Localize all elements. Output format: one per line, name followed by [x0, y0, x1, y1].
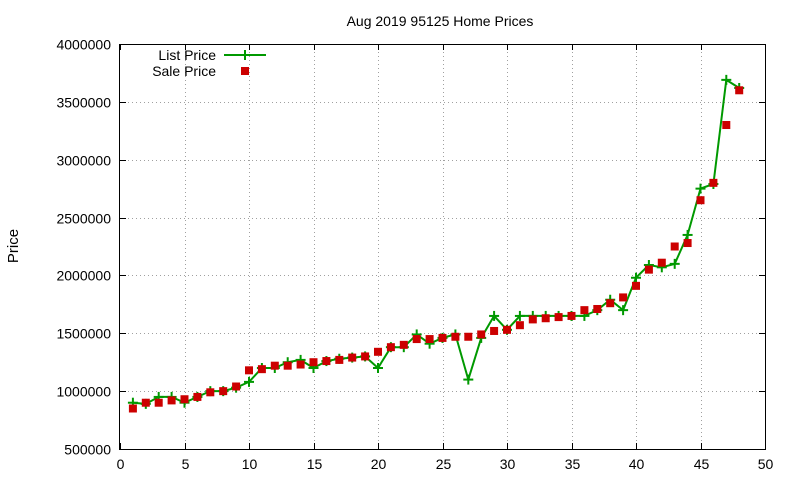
data-point-list-price — [489, 310, 500, 321]
data-point-sale-price — [503, 325, 511, 334]
data-point-list-price — [631, 272, 641, 283]
series-line-list-price — [132, 78, 740, 405]
data-point-sale-price — [141, 398, 150, 407]
data-point-sale-price — [490, 326, 499, 335]
data-point-list-price — [618, 305, 629, 316]
data-point-sale-price — [670, 242, 679, 251]
data-point-sale-price — [322, 357, 331, 366]
data-point-sale-price — [554, 313, 563, 322]
x-tick-label: 5 — [182, 456, 190, 472]
y-tick-label: 1000000 — [56, 384, 111, 400]
x-tick-label: 50 — [758, 456, 774, 472]
data-point-sale-price — [257, 365, 266, 374]
data-point-sale-price — [270, 361, 279, 370]
data-point-sale-price — [128, 404, 137, 413]
data-point-list-price — [463, 374, 474, 385]
data-point-sale-price — [309, 358, 318, 367]
series-list-price — [127, 74, 745, 409]
y-tick-label: 500000 — [64, 442, 111, 458]
data-point-list-price — [695, 183, 706, 194]
data-point-sale-price — [567, 311, 576, 320]
data-point-sale-price — [619, 293, 628, 302]
data-point-sale-price — [528, 315, 537, 324]
data-point-sale-price — [709, 178, 718, 187]
data-point-sale-price — [412, 335, 421, 344]
data-point-sale-price — [696, 196, 705, 205]
data-point-sale-price — [683, 239, 692, 248]
data-point-sale-price — [348, 353, 357, 362]
data-point-sale-price — [451, 332, 460, 341]
data-point-sale-price — [193, 392, 202, 401]
data-point-sale-price — [632, 281, 640, 290]
data-point-sale-price — [657, 258, 666, 267]
data-point-list-price — [514, 310, 525, 321]
y-axis-label: Price — [5, 229, 22, 263]
x-tick-label: 30 — [500, 456, 516, 472]
grid — [120, 44, 765, 449]
x-tick-label: 10 — [242, 456, 258, 472]
data-point-sale-price — [296, 360, 305, 369]
axis-ticks: 0 5 10 15 20 25 30 35 40 45 50 500000 1000000 1500000… — [56, 37, 773, 473]
x-tick-label: 15 — [307, 456, 323, 472]
data-point-sale-price — [477, 330, 486, 339]
x-tick-label: 25 — [436, 456, 452, 472]
x-tick-label: 20 — [371, 456, 387, 472]
data-point-sale-price — [154, 398, 163, 407]
x-tick-label: 45 — [694, 456, 710, 472]
x-tick-label: 40 — [629, 456, 645, 472]
data-point-sale-price — [232, 382, 241, 391]
data-point-sale-price — [361, 352, 370, 361]
data-point-sale-price — [580, 306, 589, 315]
legend-marker-list-price — [240, 50, 250, 60]
legend-label-sale-price: Sale Price — [152, 63, 216, 79]
series-layer — [127, 74, 745, 413]
legend-swatch-sale-price — [241, 67, 249, 75]
data-point-sale-price — [722, 121, 731, 129]
data-point-sale-price — [335, 355, 344, 364]
data-point-sale-price — [374, 347, 382, 356]
data-point-list-price — [682, 229, 693, 240]
data-point-sale-price — [541, 314, 550, 323]
data-point-list-price — [721, 74, 732, 85]
x-tick-label: 35 — [565, 456, 581, 472]
y-tick-label: 3500000 — [56, 95, 111, 111]
data-point-list-price — [669, 258, 680, 269]
data-point-sale-price — [167, 396, 176, 405]
data-point-sale-price — [386, 343, 395, 352]
y-tick-label: 3000000 — [56, 153, 111, 169]
data-point-sale-price — [399, 340, 408, 349]
data-point-sale-price — [180, 395, 189, 404]
x-tick-label: 0 — [117, 456, 125, 472]
data-point-sale-price — [438, 333, 447, 342]
data-point-sale-price — [606, 299, 615, 308]
y-tick-label: 1500000 — [56, 326, 111, 342]
data-point-list-price — [244, 376, 254, 387]
series-sale-price — [128, 86, 744, 413]
data-point-sale-price — [464, 332, 473, 341]
legend-swatch-list-price — [224, 50, 266, 60]
data-point-sale-price — [219, 387, 228, 396]
data-point-sale-price — [425, 335, 434, 344]
y-tick-label: 2000000 — [56, 268, 111, 284]
data-point-sale-price — [206, 388, 215, 397]
legend: List Price Sale Price — [152, 47, 266, 79]
y-tick-label: 4000000 — [56, 37, 111, 53]
plot-frame — [119, 44, 766, 450]
data-point-sale-price — [644, 265, 653, 274]
chart-title: Aug 2019 95125 Home Prices — [347, 13, 534, 29]
data-point-sale-price — [735, 86, 744, 95]
data-point-sale-price — [283, 361, 292, 370]
data-point-sale-price — [245, 366, 253, 375]
legend-label-list-price: List Price — [158, 47, 216, 63]
data-point-sale-price — [593, 304, 602, 313]
data-point-sale-price — [515, 321, 524, 330]
legend-marker-sale-price — [241, 67, 249, 75]
data-point-list-price — [373, 363, 383, 373]
y-tick-label: 2500000 — [56, 211, 111, 227]
